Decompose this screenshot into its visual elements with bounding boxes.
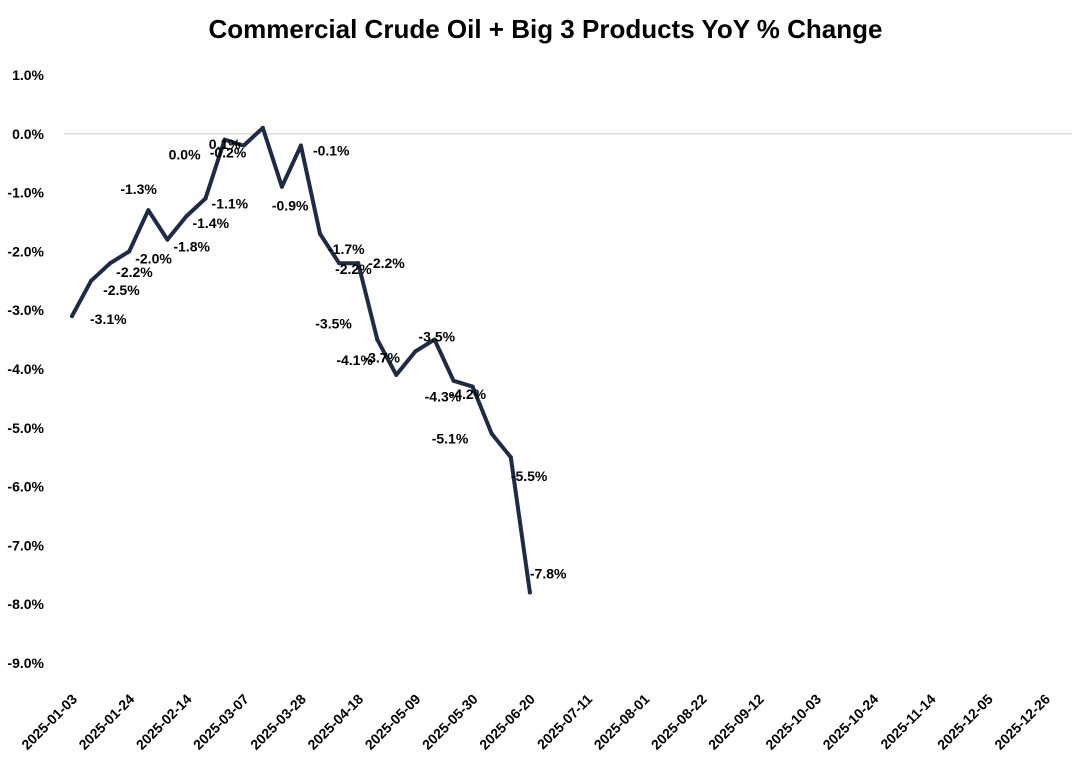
- y-tick-label: 1.0%: [12, 67, 44, 83]
- data-label: -3.5%: [418, 329, 455, 345]
- x-tick-label: 2025-05-30: [419, 691, 481, 753]
- data-label: -5.1%: [432, 431, 469, 447]
- x-tick-label: 2025-02-14: [133, 691, 195, 753]
- y-tick-label: -8.0%: [7, 596, 44, 612]
- data-point: [279, 184, 284, 189]
- data-label: -3.7%: [363, 349, 400, 365]
- data-point: [337, 261, 342, 266]
- data-point: [184, 214, 189, 219]
- data-label: -3.1%: [90, 311, 127, 327]
- data-point: [508, 455, 513, 460]
- data-label: -1.3%: [120, 181, 157, 197]
- x-tick-label: 2025-03-07: [190, 691, 252, 753]
- y-tick-label: 0.0%: [12, 126, 44, 142]
- data-point: [260, 125, 265, 130]
- data-label: 0.0%: [169, 147, 201, 163]
- x-tick-label: 2025-06-20: [476, 691, 538, 753]
- data-label: -4.3%: [425, 389, 462, 405]
- x-tick-label: 2025-12-26: [991, 691, 1053, 753]
- y-tick-label: -5.0%: [7, 420, 44, 436]
- data-label: -7.8%: [530, 565, 567, 581]
- data-point: [241, 143, 246, 148]
- data-point: [203, 196, 208, 201]
- data-label: -1.7%: [328, 241, 365, 257]
- data-label: -2.2%: [116, 264, 153, 280]
- y-tick-label: -6.0%: [7, 479, 44, 495]
- data-label: 0.1%: [209, 136, 241, 152]
- data-point: [298, 143, 303, 148]
- data-label: -1.1%: [212, 195, 249, 211]
- chart-title: Commercial Crude Oil + Big 3 Products Yo…: [208, 14, 883, 44]
- y-tick-label: -9.0%: [7, 655, 44, 671]
- data-label: -1.8%: [173, 239, 210, 255]
- data-point: [222, 137, 227, 142]
- y-tick-label: -2.0%: [7, 243, 44, 259]
- y-tick-label: -4.0%: [7, 361, 44, 377]
- x-tick-label: 2025-08-01: [591, 691, 653, 753]
- x-tick-label: 2025-10-24: [819, 691, 881, 753]
- data-point: [146, 208, 151, 213]
- data-point: [413, 349, 418, 354]
- x-tick-label: 2025-07-11: [534, 691, 596, 753]
- data-label: -5.5%: [511, 468, 548, 484]
- y-tick-label: -7.0%: [7, 537, 44, 553]
- data-point: [165, 237, 170, 242]
- data-point: [318, 231, 323, 236]
- data-label: -2.0%: [135, 250, 172, 266]
- data-point: [89, 278, 94, 283]
- data-point: [127, 249, 132, 254]
- x-tick-label: 2025-08-22: [648, 691, 710, 753]
- data-point: [489, 431, 494, 436]
- data-point: [375, 337, 380, 342]
- x-tick-label: 2025-12-05: [934, 691, 996, 753]
- data-point: [527, 590, 532, 595]
- x-tick-label: 2025-10-03: [762, 691, 824, 753]
- data-point: [394, 372, 399, 377]
- data-label: -2.2%: [368, 255, 405, 271]
- data-label: -2.5%: [103, 282, 140, 298]
- data-point: [470, 384, 475, 389]
- data-point: [70, 314, 74, 319]
- data-label: -1.4%: [192, 215, 229, 231]
- y-tick-label: -1.0%: [7, 185, 44, 201]
- x-tick-label: 2025-04-18: [304, 691, 366, 753]
- data-point: [356, 261, 361, 266]
- x-tick-label: 2025-05-09: [362, 691, 424, 753]
- data-label: -0.1%: [313, 143, 350, 159]
- data-label: -3.5%: [315, 316, 352, 332]
- data-label: -0.2%: [210, 145, 247, 161]
- x-tick-label: 2025-01-03: [18, 691, 80, 753]
- data-point: [108, 261, 113, 266]
- x-tick-label: 2025-11-14: [877, 691, 939, 753]
- y-tick-label: -3.0%: [7, 302, 44, 318]
- data-label: -0.9%: [272, 198, 309, 214]
- x-tick-label: 2025-09-12: [705, 691, 767, 753]
- data-label: -4.2%: [450, 386, 487, 402]
- data-point: [451, 378, 456, 383]
- x-tick-label: 2025-03-28: [247, 691, 309, 753]
- x-tick-label: 2025-01-24: [75, 691, 137, 753]
- data-label: -2.2%: [335, 261, 372, 277]
- data-point: [432, 337, 437, 342]
- data-label: -4.1%: [336, 352, 373, 368]
